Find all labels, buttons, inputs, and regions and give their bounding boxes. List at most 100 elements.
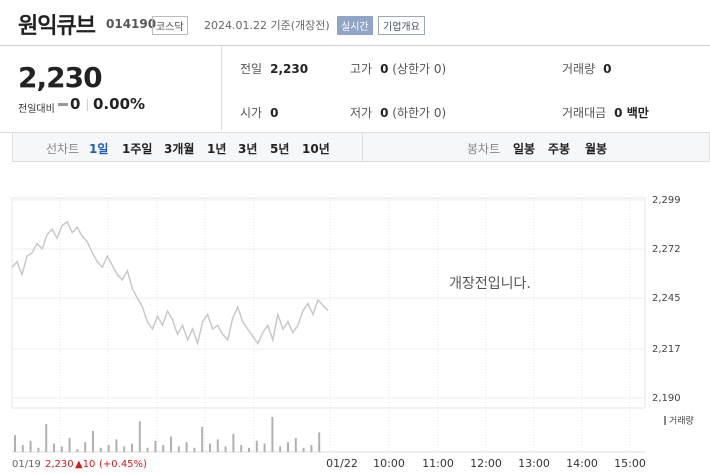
volume-bar: [255, 440, 258, 452]
change-percent: 0.00%: [93, 95, 146, 113]
volume-bar: [193, 447, 196, 452]
y-tick-label: 2,272: [652, 244, 681, 255]
prev-change: ▲10: [75, 459, 95, 470]
info-value: 0: [270, 106, 279, 120]
y-tick-label: 2,217: [652, 344, 681, 355]
tab-head: 봉차트: [467, 142, 501, 156]
volume-bar: [162, 445, 165, 452]
info-note: (상한가 0): [392, 62, 447, 76]
volume-bar: [248, 447, 250, 452]
divider: [362, 132, 363, 162]
info-label: 시가: [240, 106, 263, 120]
current-price: 2,230: [18, 61, 103, 94]
info-cell: 저가 0 (하한가 0): [350, 104, 446, 121]
price-line: [11, 220, 329, 347]
tab[interactable]: 1일: [89, 142, 109, 156]
x-tick-label: 12:00: [470, 457, 502, 470]
volume-bar: [177, 446, 180, 452]
info-label: 저가: [350, 106, 373, 120]
info-label: 고가: [350, 62, 373, 76]
info-value: 0: [380, 62, 389, 76]
volume-bar: [279, 446, 282, 452]
prev-close: 2,230: [45, 459, 74, 470]
volume-bar: [302, 447, 305, 452]
plot-frame: [11, 197, 646, 409]
info-label: 거래대금: [562, 106, 607, 120]
x-tick-label: 10:00: [373, 457, 405, 470]
stock-code: 014190: [106, 17, 157, 31]
volume-bar: [131, 443, 133, 452]
volume-bar: [37, 447, 40, 452]
change-value: 0: [70, 95, 81, 113]
y-tick-label: 2,299: [652, 195, 681, 206]
info-value: 0: [380, 106, 389, 120]
volume-bar: [154, 440, 157, 452]
volume-bar: [201, 426, 204, 452]
tab-head: 선차트: [46, 142, 80, 156]
volume-bar: [53, 443, 55, 452]
volume-bar: [318, 432, 321, 452]
tab[interactable]: 5년: [270, 142, 290, 156]
tab[interactable]: 일봉: [513, 142, 536, 156]
volume-bar: [146, 447, 149, 452]
info-value: 0: [603, 62, 612, 76]
volume-bar: [294, 438, 297, 452]
volume-bar: [115, 439, 118, 452]
volume-bar: [271, 417, 274, 452]
volume-bar: [240, 445, 243, 452]
tab[interactable]: 1년: [207, 142, 227, 156]
volume-bar: [68, 438, 71, 452]
info-cell: 시가 0: [240, 104, 278, 121]
flat-icon: [58, 103, 68, 106]
x-tick-label: 11:00: [422, 457, 454, 470]
date-text: 2024.01.22 기준(개장전): [204, 19, 330, 32]
volume-bar: [209, 443, 211, 452]
market-badge: 코스닥: [152, 16, 188, 35]
realtime-button[interactable]: 실시간: [337, 16, 373, 35]
tab[interactable]: 10년: [302, 142, 330, 156]
volume-bar: [123, 446, 126, 452]
volume-bar: [45, 424, 48, 452]
stock-name: 원익큐브: [18, 14, 96, 39]
x-tick-label: 14:00: [566, 457, 598, 470]
volume-bar: [310, 445, 313, 452]
tab-bar: [12, 132, 710, 162]
tab[interactable]: 1주일: [122, 142, 153, 156]
volume-bar: [185, 442, 188, 452]
info-value: 0 백만: [614, 106, 649, 120]
volume-bar: [92, 431, 94, 452]
y-tick-label: 2,245: [652, 293, 681, 304]
volume-bar: [287, 442, 289, 452]
prev-change-pct: (+0.45%): [99, 459, 147, 470]
volume-bar: [21, 445, 24, 452]
info-note: (하한가 0): [392, 106, 447, 120]
legend-label: 거래량: [669, 415, 694, 427]
info-cell: 거래량 0: [562, 60, 611, 77]
overview-button[interactable]: 기업개요: [378, 16, 425, 35]
tab[interactable]: 월봉: [585, 142, 608, 156]
legend-swatch: [664, 416, 666, 425]
price-panel: [0, 45, 222, 131]
x-tick-label: 01/22: [326, 457, 358, 470]
volume-bar: [107, 445, 110, 452]
chart: 2,299 2,272 2,245 2,217 2,190 개장전입니다. 거래량 01/22…: [11, 195, 694, 470]
volume-bar: [216, 439, 219, 452]
volume-bar: [232, 433, 235, 452]
volume-bar: [84, 442, 87, 452]
volume-bar: [60, 446, 63, 452]
volume-bar: [99, 447, 102, 452]
change-label: 전일대비: [18, 104, 55, 115]
volume-bar: [29, 440, 32, 452]
info-cell: 거래대금 0 백만: [562, 104, 649, 121]
info-label: 전일: [240, 62, 263, 76]
tab[interactable]: 3개월: [164, 142, 195, 156]
x-tick-label: 15:00: [614, 457, 646, 470]
tab[interactable]: 주봉: [548, 142, 571, 156]
annotation: 개장전입니다.: [449, 276, 531, 292]
prev-date: 01/19: [12, 459, 41, 470]
y-tick-label: 2,190: [652, 393, 681, 404]
volume-bar: [263, 443, 266, 452]
tab[interactable]: 3년: [238, 142, 258, 156]
info-cell: 고가 0 (상한가 0): [350, 60, 446, 77]
